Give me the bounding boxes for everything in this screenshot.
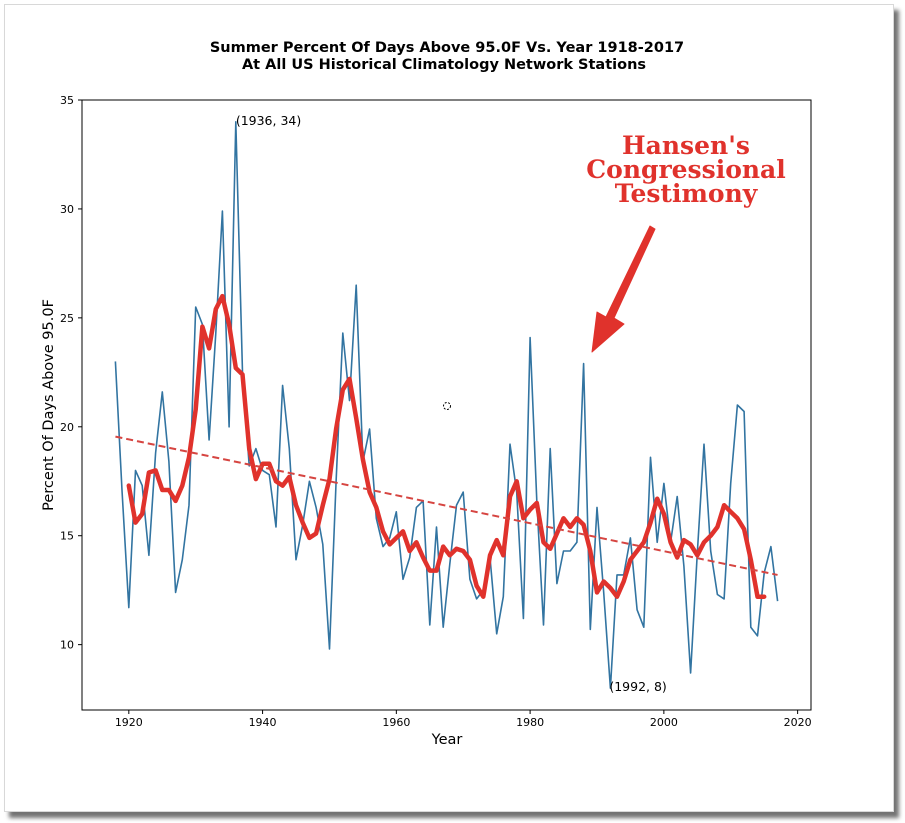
- x-tick-label: 2000: [650, 716, 678, 729]
- x-tick-label: 1920: [115, 716, 143, 729]
- callout-line-3: Testimony: [615, 179, 759, 208]
- cursor-icon: [443, 402, 451, 410]
- callout-line-2: Congressional: [586, 155, 786, 184]
- figure-frame: [4, 4, 894, 812]
- callout: Hansen's Congressional Testimony: [586, 131, 786, 353]
- x-tick-label: 2020: [784, 716, 812, 729]
- y-axis-label: Percent Of Days Above 95.0F: [41, 299, 57, 511]
- callout-line-1: Hansen's: [622, 131, 750, 160]
- chart-subtitle: At All US Historical Climatology Network…: [242, 57, 646, 73]
- y-tick-label: 35: [60, 94, 74, 107]
- annotation-max: (1936, 34): [236, 113, 301, 128]
- x-tick-label: 1940: [249, 716, 277, 729]
- y-tick-label: 25: [60, 312, 74, 325]
- y-tick-label: 30: [60, 203, 74, 216]
- y-tick-label: 20: [60, 421, 74, 434]
- chart-title: Summer Percent Of Days Above 95.0F Vs. Y…: [210, 40, 684, 56]
- smoothed-series-line: [126, 293, 767, 599]
- plot-area: [81, 99, 812, 711]
- y-axis-ticks: 10 15 20 25 30 35: [60, 94, 82, 652]
- trend-line: [115, 435, 778, 576]
- y-tick-label: 10: [60, 639, 74, 652]
- y-tick-label: 15: [60, 530, 74, 543]
- annotation-min: (1992, 8): [609, 679, 666, 694]
- x-axis-ticks: 1920 1940 1960 1980 2000 2020: [115, 710, 812, 729]
- x-tick-label: 1960: [382, 716, 410, 729]
- callout-arrow: [591, 225, 656, 353]
- x-axis-label: Year: [431, 732, 463, 748]
- x-tick-label: 1980: [516, 716, 544, 729]
